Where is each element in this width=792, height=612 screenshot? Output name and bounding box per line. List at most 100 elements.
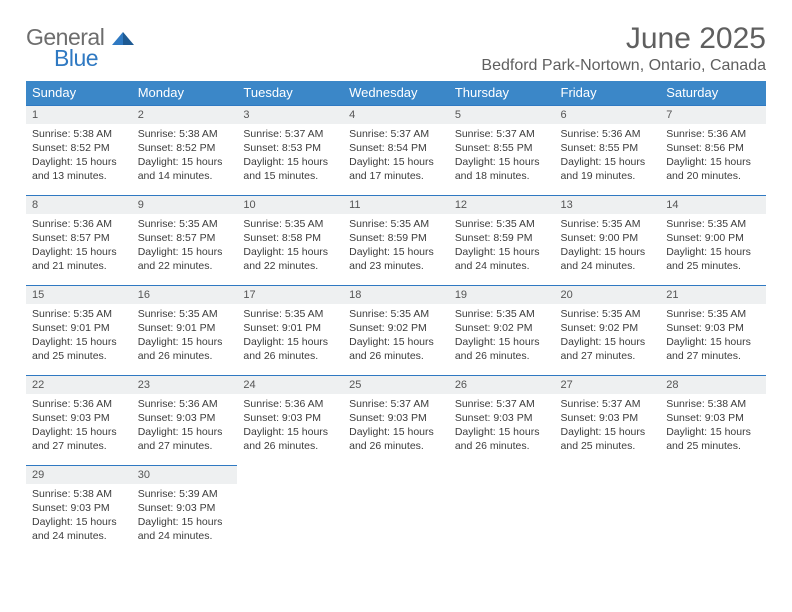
daylight-line1: Daylight: 15 hours [455, 335, 549, 349]
sunrise-text: Sunrise: 5:38 AM [32, 487, 126, 501]
day-cell: Sunrise: 5:38 AMSunset: 8:52 PMDaylight:… [132, 124, 238, 196]
day-details: Sunrise: 5:35 AMSunset: 8:58 PMDaylight:… [237, 214, 343, 280]
daylight-line1: Daylight: 15 hours [138, 335, 232, 349]
daylight-line1: Daylight: 15 hours [32, 245, 126, 259]
day-number-cell: 19 [449, 286, 555, 304]
day-details: Sunrise: 5:38 AMSunset: 8:52 PMDaylight:… [132, 124, 238, 190]
day-details: Sunrise: 5:35 AMSunset: 9:01 PMDaylight:… [132, 304, 238, 370]
day-cell: Sunrise: 5:35 AMSunset: 9:01 PMDaylight:… [26, 304, 132, 376]
sunset-text: Sunset: 8:54 PM [349, 141, 443, 155]
day-cell: Sunrise: 5:38 AMSunset: 9:03 PMDaylight:… [660, 394, 766, 466]
day-details: Sunrise: 5:35 AMSunset: 9:02 PMDaylight:… [449, 304, 555, 370]
calendar-page: General Blue June 2025 Bedford Park-Nort… [0, 0, 792, 556]
day-number: 16 [132, 287, 238, 303]
day-number: 17 [237, 287, 343, 303]
sunset-text: Sunset: 8:57 PM [32, 231, 126, 245]
day-details: Sunrise: 5:36 AMSunset: 8:57 PMDaylight:… [26, 214, 132, 280]
logo-text: General Blue [26, 26, 134, 70]
daylight-line1: Daylight: 15 hours [666, 155, 760, 169]
day-details: Sunrise: 5:36 AMSunset: 8:56 PMDaylight:… [660, 124, 766, 190]
daylight-line1: Daylight: 15 hours [243, 245, 337, 259]
daylight-line1: Daylight: 15 hours [32, 425, 126, 439]
sunset-text: Sunset: 8:59 PM [455, 231, 549, 245]
day-cell: Sunrise: 5:35 AMSunset: 9:02 PMDaylight:… [555, 304, 661, 376]
daylight-line2: and 20 minutes. [666, 169, 760, 183]
day-number: 22 [26, 377, 132, 393]
day-number-cell: 8 [26, 196, 132, 214]
sunset-text: Sunset: 9:03 PM [666, 321, 760, 335]
sunrise-text: Sunrise: 5:35 AM [666, 307, 760, 321]
sunrise-text: Sunrise: 5:37 AM [455, 397, 549, 411]
sunset-text: Sunset: 8:58 PM [243, 231, 337, 245]
day-details: Sunrise: 5:35 AMSunset: 8:59 PMDaylight:… [449, 214, 555, 280]
day-number: 13 [555, 197, 661, 213]
daylight-line2: and 25 minutes. [32, 349, 126, 363]
day-number-cell [237, 466, 343, 484]
sunrise-text: Sunrise: 5:36 AM [666, 127, 760, 141]
day-number-cell [343, 466, 449, 484]
day-number-cell: 27 [555, 376, 661, 394]
day-details: Sunrise: 5:37 AMSunset: 8:53 PMDaylight:… [237, 124, 343, 190]
day-number: 5 [449, 107, 555, 123]
sunrise-text: Sunrise: 5:35 AM [455, 217, 549, 231]
day-number-cell: 12 [449, 196, 555, 214]
weekday-header: Friday [555, 81, 661, 106]
daylight-line2: and 26 minutes. [455, 439, 549, 453]
day-cell: Sunrise: 5:35 AMSunset: 9:01 PMDaylight:… [237, 304, 343, 376]
day-details: Sunrise: 5:35 AMSunset: 9:01 PMDaylight:… [237, 304, 343, 370]
daylight-line1: Daylight: 15 hours [666, 425, 760, 439]
sunrise-text: Sunrise: 5:36 AM [561, 127, 655, 141]
daylight-line2: and 26 minutes. [243, 439, 337, 453]
day-number-cell: 10 [237, 196, 343, 214]
sunset-text: Sunset: 9:02 PM [455, 321, 549, 335]
daylight-line2: and 14 minutes. [138, 169, 232, 183]
day-cell: Sunrise: 5:37 AMSunset: 8:53 PMDaylight:… [237, 124, 343, 196]
day-number-cell: 5 [449, 106, 555, 124]
day-number-cell: 6 [555, 106, 661, 124]
day-details: Sunrise: 5:38 AMSunset: 9:03 PMDaylight:… [26, 484, 132, 550]
day-number: 6 [555, 107, 661, 123]
sunrise-text: Sunrise: 5:36 AM [138, 397, 232, 411]
sunset-text: Sunset: 9:00 PM [666, 231, 760, 245]
day-number-cell: 18 [343, 286, 449, 304]
day-details: Sunrise: 5:37 AMSunset: 9:03 PMDaylight:… [555, 394, 661, 460]
day-cell: Sunrise: 5:35 AMSunset: 9:01 PMDaylight:… [132, 304, 238, 376]
day-cell: Sunrise: 5:37 AMSunset: 9:03 PMDaylight:… [555, 394, 661, 466]
daylight-line2: and 13 minutes. [32, 169, 126, 183]
daylight-line1: Daylight: 15 hours [243, 335, 337, 349]
daylight-line1: Daylight: 15 hours [243, 155, 337, 169]
daylight-line2: and 21 minutes. [32, 259, 126, 273]
day-cell: Sunrise: 5:35 AMSunset: 8:57 PMDaylight:… [132, 214, 238, 286]
daylight-line2: and 27 minutes. [666, 349, 760, 363]
sunset-text: Sunset: 8:52 PM [138, 141, 232, 155]
day-cell: Sunrise: 5:35 AMSunset: 9:00 PMDaylight:… [555, 214, 661, 286]
day-content-row: Sunrise: 5:36 AMSunset: 9:03 PMDaylight:… [26, 394, 766, 466]
day-cell: Sunrise: 5:36 AMSunset: 8:57 PMDaylight:… [26, 214, 132, 286]
day-number: 12 [449, 197, 555, 213]
daylight-line1: Daylight: 15 hours [561, 335, 655, 349]
day-content-row: Sunrise: 5:38 AMSunset: 8:52 PM Daylight:… [26, 124, 766, 196]
day-number-cell: 20 [555, 286, 661, 304]
daylight-line1: Daylight: 15 hours [455, 155, 549, 169]
daylight-line1: Daylight: 15 hours [666, 245, 760, 259]
day-number-row: 22232425262728 [26, 376, 766, 394]
daylight-line1: Daylight: 15 hours [561, 155, 655, 169]
day-details: Sunrise: 5:37 AMSunset: 9:03 PMDaylight:… [343, 394, 449, 460]
day-number: 11 [343, 197, 449, 213]
day-details: Sunrise: 5:35 AMSunset: 8:59 PMDaylight:… [343, 214, 449, 280]
sunrise-text: Sunrise: 5:35 AM [138, 217, 232, 231]
day-number: 20 [555, 287, 661, 303]
daylight-line1: Daylight: 15 hours [349, 335, 443, 349]
day-details: Sunrise: 5:38 AMSunset: 8:52 PMDaylight:… [26, 124, 132, 190]
logo-word-2: Blue [54, 47, 134, 70]
day-number-cell: 2 [132, 106, 238, 124]
daylight-line1: Daylight: 15 hours [32, 335, 126, 349]
day-cell [449, 484, 555, 556]
sunrise-text: Sunrise: 5:38 AM [138, 127, 232, 141]
day-number: 24 [237, 377, 343, 393]
daylight-line2: and 27 minutes. [32, 439, 126, 453]
day-cell: Sunrise: 5:37 AMSunset: 8:55 PMDaylight:… [449, 124, 555, 196]
day-number-cell [555, 466, 661, 484]
day-number: 30 [132, 467, 238, 483]
location-subtitle: Bedford Park-Nortown, Ontario, Canada [481, 57, 766, 75]
